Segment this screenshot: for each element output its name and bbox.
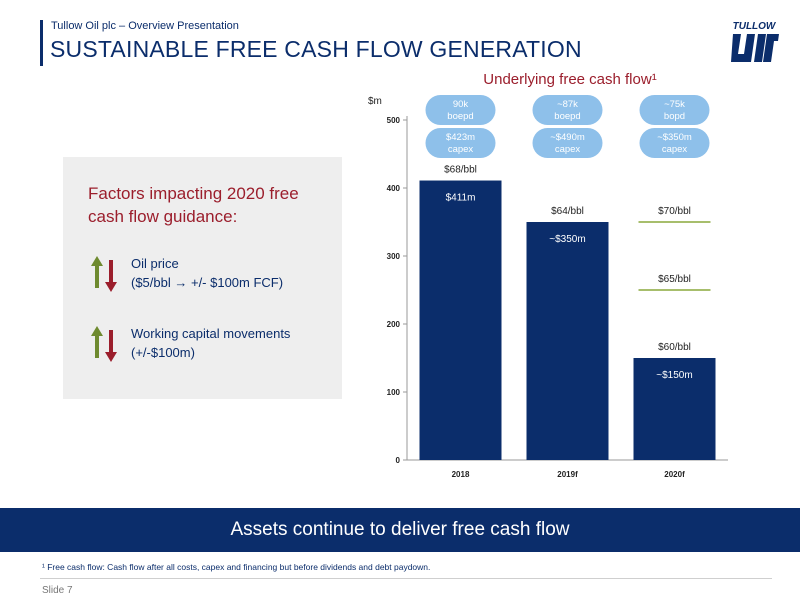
production-badge-line: ~87k [557, 99, 578, 110]
slide-title: SUSTAINABLE FREE CASH FLOW GENERATION [50, 36, 582, 62]
production-badge-line: 90k [453, 99, 469, 110]
production-badge-line: ~75k [664, 99, 685, 110]
footer-divider [40, 578, 772, 579]
capex-badge [639, 128, 710, 158]
oil-price-label: $68/bbl [444, 165, 477, 176]
production-badge-line: boepd [447, 111, 473, 122]
slide-number: Slide 7 [42, 585, 73, 596]
capex-badge-line: capex [555, 144, 581, 155]
y-tick-label: 500 [387, 116, 401, 125]
production-badge [639, 95, 710, 125]
factor-title: Oil price [131, 256, 179, 271]
oil-price-label: $65/bbl [658, 274, 691, 285]
y-tick-label: 0 [396, 456, 401, 465]
production-badge [532, 95, 603, 125]
factor-detail: ($5/bbl → +/- $100m FCF) [131, 275, 284, 290]
y-tick-label: 300 [387, 252, 401, 261]
oil-price-label: $60/bbl [658, 342, 691, 353]
footnote: ¹ Free cash flow: Cash flow after all co… [42, 562, 431, 572]
capex-badge [425, 128, 496, 158]
production-badge-line: bopd [664, 111, 685, 122]
up-down-arrows-icon [91, 256, 117, 292]
bar-value-label: ~$150m [656, 370, 692, 381]
y-tick-label: 100 [387, 388, 401, 397]
bar-value-label: ~$350m [549, 234, 585, 245]
footer-banner [0, 508, 800, 552]
bar-2019f [526, 222, 609, 460]
x-tick-label: 2019f [557, 470, 578, 479]
chart-canvas: Underlying free cash flow¹ $m 0 100 200 300 40… [368, 71, 728, 479]
footer-banner-text: Assets continue to deliver free cash flo… [230, 519, 570, 540]
free-cash-flow-chart: Underlying free cash flow¹ $m 0 100 200 300 40… [360, 70, 780, 490]
x-tick-label: 2018 [452, 470, 470, 479]
bar-2018 [419, 180, 502, 460]
capex-badge-line: ~$490m [550, 132, 585, 143]
oil-price-label: $64/bbl [551, 206, 584, 217]
factor-title: Working capital movements [131, 326, 291, 341]
x-tick-label: 2020f [664, 470, 685, 479]
up-down-arrows-icon [91, 326, 117, 362]
capex-badge-line: capex [662, 144, 688, 155]
y-tick-label: 400 [387, 184, 401, 193]
bar-value-label: $411m [446, 193, 476, 204]
capex-badge-line: ~$350m [657, 132, 692, 143]
title-accent-bar [40, 20, 43, 66]
factor-label: Working capital movements (+/-$100m) [131, 324, 341, 362]
y-tick-label: 200 [387, 320, 401, 329]
y-axis-label: $m [368, 96, 382, 107]
production-badge [425, 95, 496, 125]
bar-2020f [633, 358, 716, 460]
capex-badge-line: $423m [446, 132, 475, 143]
oil-price-label: $70/bbl [658, 206, 691, 217]
capex-badge-line: capex [448, 144, 474, 155]
factor-label: Oil price ($5/bbl → +/- $100m FCF) [131, 254, 341, 292]
tullow-logo: TULLOW [731, 21, 779, 62]
presentation-subtitle: Tullow Oil plc – Overview Presentation [51, 20, 239, 32]
factors-heading: Factors impacting 2020 free cash flow gu… [88, 184, 299, 226]
factor-detail: (+/-$100m) [131, 345, 195, 360]
logo-wordmark: TULLOW [733, 21, 777, 32]
chart-title: Underlying free cash flow¹ [483, 71, 656, 88]
capex-badge [532, 128, 603, 158]
production-badge-line: boepd [554, 111, 580, 122]
